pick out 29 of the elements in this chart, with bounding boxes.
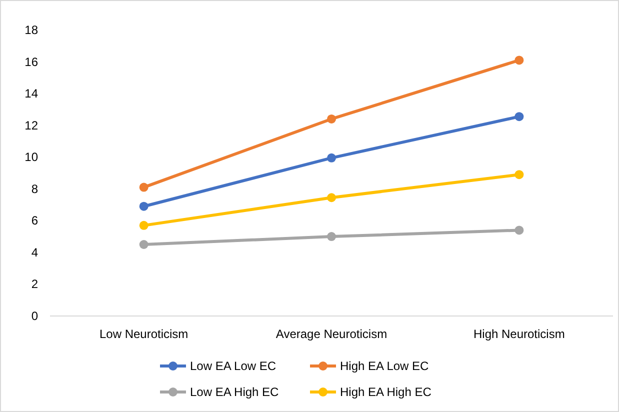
y-tick-label: 0 (31, 309, 38, 323)
y-tick-label: 18 (24, 23, 38, 37)
point (139, 220, 148, 230)
x-tick-label: High Neuroticism (473, 327, 565, 341)
legend-label: Low EA Low EC (190, 359, 276, 373)
point (327, 114, 336, 124)
point (514, 56, 524, 65)
y-tick-label: 16 (24, 54, 38, 69)
point (514, 112, 524, 122)
y-tick-label: 2 (31, 277, 38, 292)
point (327, 153, 336, 162)
y-tick-label: 10 (24, 150, 38, 164)
y-tick-label: 6 (31, 214, 38, 228)
point (327, 193, 336, 202)
point (514, 226, 524, 235)
point (139, 240, 148, 249)
y-tick-label: 4 (31, 245, 38, 260)
y-tick-label: 8 (31, 182, 38, 196)
point (139, 202, 148, 211)
legend-label: Low EA High EC (190, 385, 280, 399)
y-tick-label: 14 (24, 86, 38, 101)
legend-label: High EA Low EC (340, 359, 430, 373)
x-tick-label: Low Neuroticism (99, 327, 188, 341)
legend-label: High EA High EC (340, 385, 432, 399)
point (139, 182, 148, 192)
point (327, 232, 336, 242)
x-tick-label: Average Neuroticism (276, 327, 388, 341)
y-tick-label: 12 (24, 118, 38, 132)
point (514, 170, 524, 180)
